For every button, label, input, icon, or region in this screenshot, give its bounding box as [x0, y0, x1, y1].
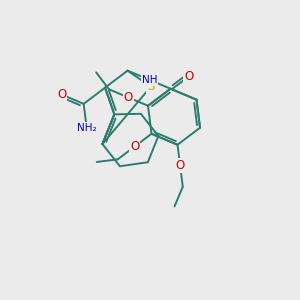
Text: O: O	[57, 88, 66, 101]
Text: O: O	[176, 159, 185, 172]
Text: NH₂: NH₂	[77, 123, 97, 133]
Text: S: S	[147, 80, 154, 93]
Text: NH: NH	[142, 75, 158, 85]
Text: O: O	[124, 91, 133, 104]
Text: O: O	[184, 70, 193, 83]
Text: O: O	[130, 140, 139, 153]
